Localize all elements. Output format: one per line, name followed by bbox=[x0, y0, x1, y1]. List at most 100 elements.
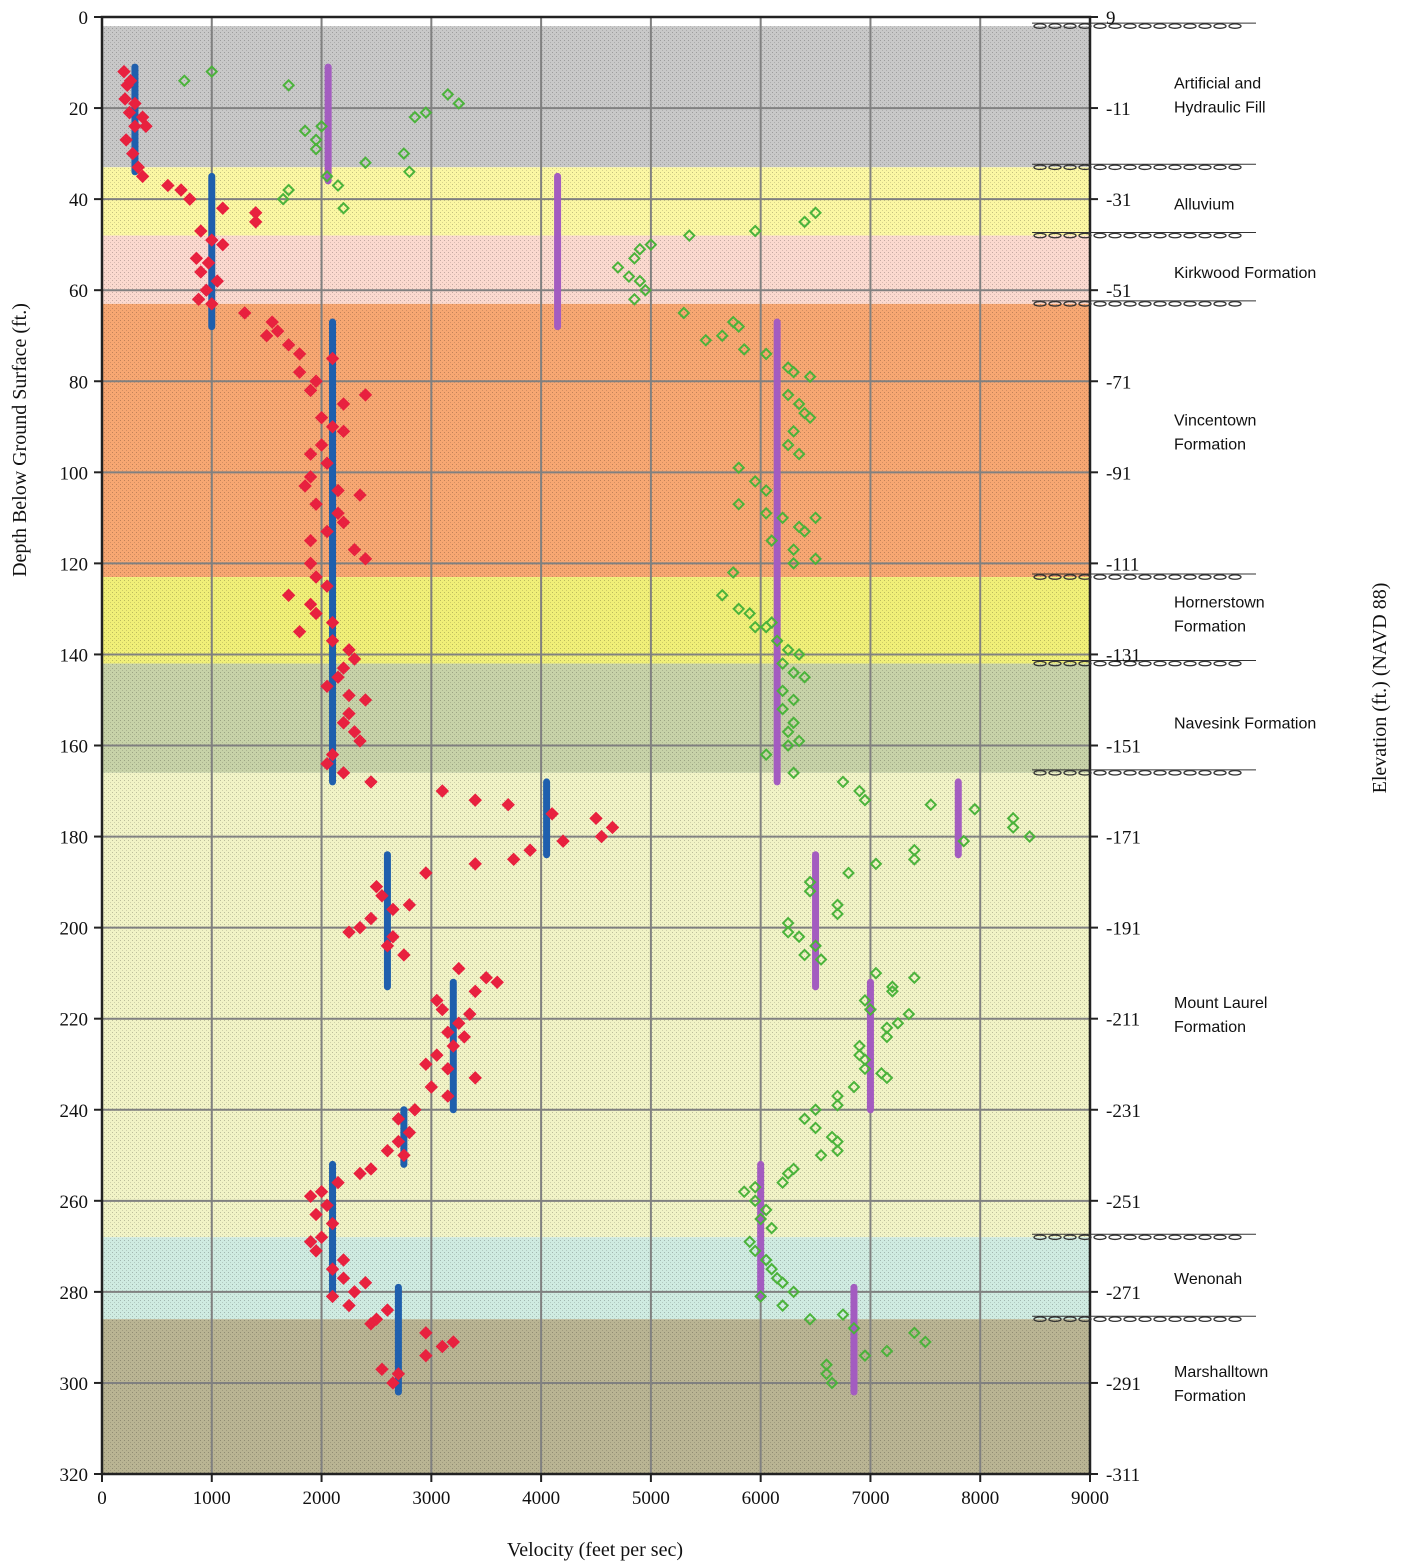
data-point-0-49 bbox=[331, 483, 345, 498]
data-point-1-124 bbox=[831, 1098, 844, 1112]
boundary-dash-4-11 bbox=[1198, 574, 1212, 580]
data-point-1-104 bbox=[798, 948, 811, 962]
elevation-tick-label-10: -191 bbox=[1106, 919, 1141, 940]
elevation-tick-label-4: -71 bbox=[1106, 372, 1131, 393]
boundary-dash-6-4 bbox=[1093, 769, 1107, 776]
data-point-1-7 bbox=[320, 169, 334, 183]
data-point-1-158 bbox=[820, 1367, 833, 1381]
data-point-1-37 bbox=[759, 347, 773, 361]
data-point-0-12 bbox=[123, 74, 138, 88]
boundary-dash-8-13 bbox=[1228, 1316, 1242, 1323]
data-point-1-136 bbox=[737, 1185, 751, 1199]
y-tick-label-0: 0 bbox=[79, 8, 89, 29]
data-point-0-6 bbox=[126, 146, 140, 161]
y-tick-label-1: 20 bbox=[69, 99, 88, 120]
data-point-1-60 bbox=[787, 556, 801, 570]
data-point-1-65 bbox=[748, 620, 762, 634]
formation-label-4-1: Formation bbox=[1174, 618, 1246, 635]
elevation-tick-label-14: -271 bbox=[1106, 1283, 1141, 1304]
boundary-dash-4-0 bbox=[1033, 574, 1047, 580]
data-point-0-126 bbox=[397, 1148, 411, 1162]
data-point-0-27 bbox=[191, 292, 206, 307]
formation-label-6-0: Mount Laurel bbox=[1174, 995, 1267, 1012]
boundary-dash-2-1 bbox=[1048, 232, 1062, 239]
data-point-0-19 bbox=[194, 224, 208, 238]
data-point-0-26 bbox=[199, 283, 213, 297]
boundary-dash-8-11 bbox=[1198, 1316, 1212, 1323]
data-point-1-86 bbox=[924, 798, 938, 812]
data-point-0-100 bbox=[342, 925, 356, 939]
boundary-dash-5-1 bbox=[1048, 660, 1062, 667]
elevation-tick-label-8: -151 bbox=[1106, 737, 1141, 758]
boundary-dash-2-5 bbox=[1108, 232, 1122, 239]
boundary-dash-7-3 bbox=[1078, 1234, 1092, 1241]
data-point-0-77 bbox=[353, 734, 367, 748]
data-point-1-12 bbox=[359, 156, 372, 170]
boundary-dash-0-2 bbox=[1063, 23, 1077, 29]
data-point-0-20 bbox=[205, 233, 219, 247]
boundary-dash-5-13 bbox=[1228, 660, 1242, 667]
data-point-1-77 bbox=[787, 716, 801, 730]
boundary-dash-4-6 bbox=[1123, 574, 1137, 580]
boundary-dash-4-1 bbox=[1048, 574, 1062, 580]
data-point-1-1 bbox=[205, 65, 219, 79]
data-point-0-148 bbox=[419, 1326, 433, 1340]
data-point-0-39 bbox=[358, 388, 373, 402]
boundary-dash-3-5 bbox=[1108, 300, 1122, 307]
data-point-1-49 bbox=[748, 475, 762, 488]
data-point-1-2 bbox=[282, 78, 296, 92]
data-point-0-18 bbox=[248, 215, 263, 229]
boundary-dash-1-9 bbox=[1168, 164, 1182, 171]
data-point-1-39 bbox=[787, 365, 801, 379]
boundary-dash-4-12 bbox=[1213, 574, 1227, 580]
data-point-1-127 bbox=[809, 1103, 822, 1117]
data-point-1-36 bbox=[737, 342, 751, 356]
data-point-0-45 bbox=[303, 447, 318, 461]
boundary-dash-8-2 bbox=[1063, 1316, 1077, 1323]
data-point-1-150 bbox=[803, 1312, 817, 1326]
layer-texture-8 bbox=[102, 1319, 1090, 1474]
data-point-1-64 bbox=[743, 607, 757, 620]
data-point-1-143 bbox=[759, 1253, 773, 1267]
data-point-0-48 bbox=[298, 479, 312, 493]
data-point-0-67 bbox=[342, 643, 356, 657]
boundary-dash-1-2 bbox=[1063, 164, 1077, 171]
boundary-marker-2 bbox=[1032, 232, 1256, 239]
boundary-dash-4-10 bbox=[1183, 574, 1197, 580]
y-tick-label-9: 180 bbox=[60, 828, 89, 849]
boundary-dash-1-3 bbox=[1078, 164, 1092, 171]
elevation-tick-labels: 9 -11 -31 -51 -71 -91 -111 -131 -151 -171 -191 -211… bbox=[1106, 8, 1141, 1486]
data-point-0-116 bbox=[419, 1057, 433, 1071]
boundary-dash-5-0 bbox=[1033, 660, 1047, 667]
data-point-1-107 bbox=[907, 971, 921, 985]
data-point-0-76 bbox=[347, 725, 362, 739]
data-point-1-152 bbox=[847, 1321, 861, 1335]
boundary-dash-1-0 bbox=[1033, 164, 1047, 171]
data-point-1-28 bbox=[748, 224, 762, 238]
boundary-dash-3-9 bbox=[1168, 300, 1182, 307]
formation-label-6-1: Formation bbox=[1174, 1019, 1246, 1036]
boundary-dash-7-9 bbox=[1168, 1234, 1182, 1241]
boundary-dash-2-0 bbox=[1033, 232, 1047, 239]
data-point-0-50 bbox=[353, 488, 367, 502]
boundary-dash-8-1 bbox=[1048, 1316, 1062, 1323]
data-point-0-108 bbox=[430, 993, 444, 1008]
data-point-0-112 bbox=[441, 1025, 455, 1040]
data-point-0-21 bbox=[216, 237, 230, 252]
data-point-1-13 bbox=[397, 147, 411, 161]
data-point-0-103 bbox=[397, 948, 411, 962]
data-point-0-138 bbox=[336, 1253, 351, 1267]
data-point-1-81 bbox=[759, 748, 773, 762]
boundary-dash-5-6 bbox=[1123, 660, 1137, 667]
y-tick-label-3: 60 bbox=[69, 281, 88, 302]
data-point-0-57 bbox=[358, 552, 373, 566]
boundary-dash-0-0 bbox=[1033, 23, 1047, 29]
boundary-dash-6-12 bbox=[1213, 769, 1227, 776]
boundary-dash-7-13 bbox=[1228, 1234, 1242, 1241]
data-point-1-58 bbox=[787, 543, 801, 557]
x-tick-label-6: 6000 bbox=[742, 1488, 780, 1509]
data-point-1-47 bbox=[792, 447, 806, 461]
data-point-1-69 bbox=[781, 643, 795, 657]
data-point-1-126 bbox=[809, 1121, 822, 1135]
data-point-1-99 bbox=[831, 907, 844, 921]
